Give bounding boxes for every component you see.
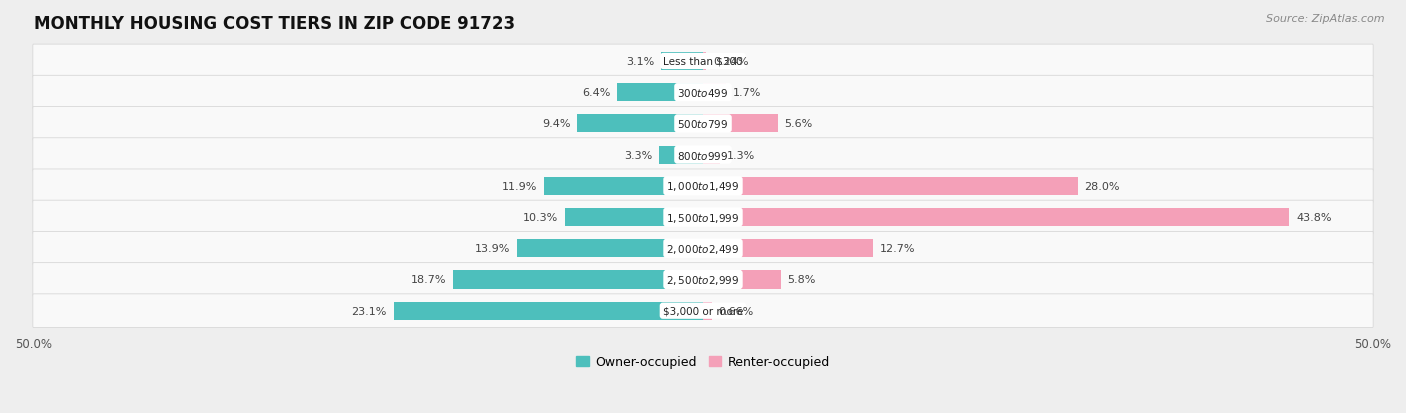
Text: 43.8%: 43.8% (1296, 213, 1331, 223)
Bar (517, 240, 703, 258)
Text: 3.1%: 3.1% (627, 57, 655, 67)
Bar (703, 84, 725, 102)
Text: 12.7%: 12.7% (880, 244, 915, 254)
FancyBboxPatch shape (32, 138, 1374, 172)
Bar (453, 271, 703, 289)
Legend: Owner-occupied, Renter-occupied: Owner-occupied, Renter-occupied (571, 350, 835, 373)
Text: $2,000 to $2,499: $2,000 to $2,499 (666, 242, 740, 255)
FancyBboxPatch shape (32, 294, 1374, 328)
Text: $500 to $799: $500 to $799 (678, 118, 728, 130)
Bar (617, 84, 703, 102)
Bar (703, 209, 1289, 227)
Bar (703, 271, 780, 289)
Text: 18.7%: 18.7% (411, 275, 446, 285)
Text: 5.6%: 5.6% (785, 119, 813, 129)
Bar (703, 177, 1078, 195)
Bar (703, 115, 778, 133)
Text: 28.0%: 28.0% (1084, 181, 1121, 191)
FancyBboxPatch shape (32, 201, 1374, 234)
Text: 23.1%: 23.1% (352, 306, 387, 316)
Text: 3.3%: 3.3% (624, 150, 652, 160)
FancyBboxPatch shape (32, 232, 1374, 266)
Text: 0.66%: 0.66% (718, 306, 754, 316)
Bar (661, 53, 703, 71)
Text: 5.8%: 5.8% (787, 275, 815, 285)
Bar (576, 115, 703, 133)
FancyBboxPatch shape (32, 263, 1374, 297)
Text: $2,500 to $2,999: $2,500 to $2,999 (666, 273, 740, 286)
Text: 10.3%: 10.3% (523, 213, 558, 223)
Text: MONTHLY HOUSING COST TIERS IN ZIP CODE 91723: MONTHLY HOUSING COST TIERS IN ZIP CODE 9… (34, 15, 515, 33)
Text: Less than $300: Less than $300 (664, 57, 742, 67)
Bar (565, 209, 703, 227)
Text: $3,000 or more: $3,000 or more (662, 306, 744, 316)
Bar (659, 146, 703, 164)
FancyBboxPatch shape (32, 45, 1374, 78)
Bar (703, 302, 711, 320)
Text: 1.3%: 1.3% (727, 150, 755, 160)
Text: 9.4%: 9.4% (541, 119, 571, 129)
Text: $1,000 to $1,499: $1,000 to $1,499 (666, 180, 740, 193)
Bar (544, 177, 703, 195)
Text: $800 to $999: $800 to $999 (678, 149, 728, 161)
Text: $1,500 to $1,999: $1,500 to $1,999 (666, 211, 740, 224)
FancyBboxPatch shape (32, 170, 1374, 203)
Text: 11.9%: 11.9% (502, 181, 537, 191)
Bar (394, 302, 703, 320)
Text: 13.9%: 13.9% (475, 244, 510, 254)
FancyBboxPatch shape (32, 107, 1374, 141)
FancyBboxPatch shape (32, 76, 1374, 110)
Text: $300 to $499: $300 to $499 (678, 87, 728, 99)
Bar (703, 240, 873, 258)
Bar (703, 146, 720, 164)
Text: 6.4%: 6.4% (582, 88, 610, 98)
Text: 0.24%: 0.24% (713, 57, 748, 67)
Text: 1.7%: 1.7% (733, 88, 761, 98)
Bar (703, 53, 706, 71)
Text: Source: ZipAtlas.com: Source: ZipAtlas.com (1267, 14, 1385, 24)
